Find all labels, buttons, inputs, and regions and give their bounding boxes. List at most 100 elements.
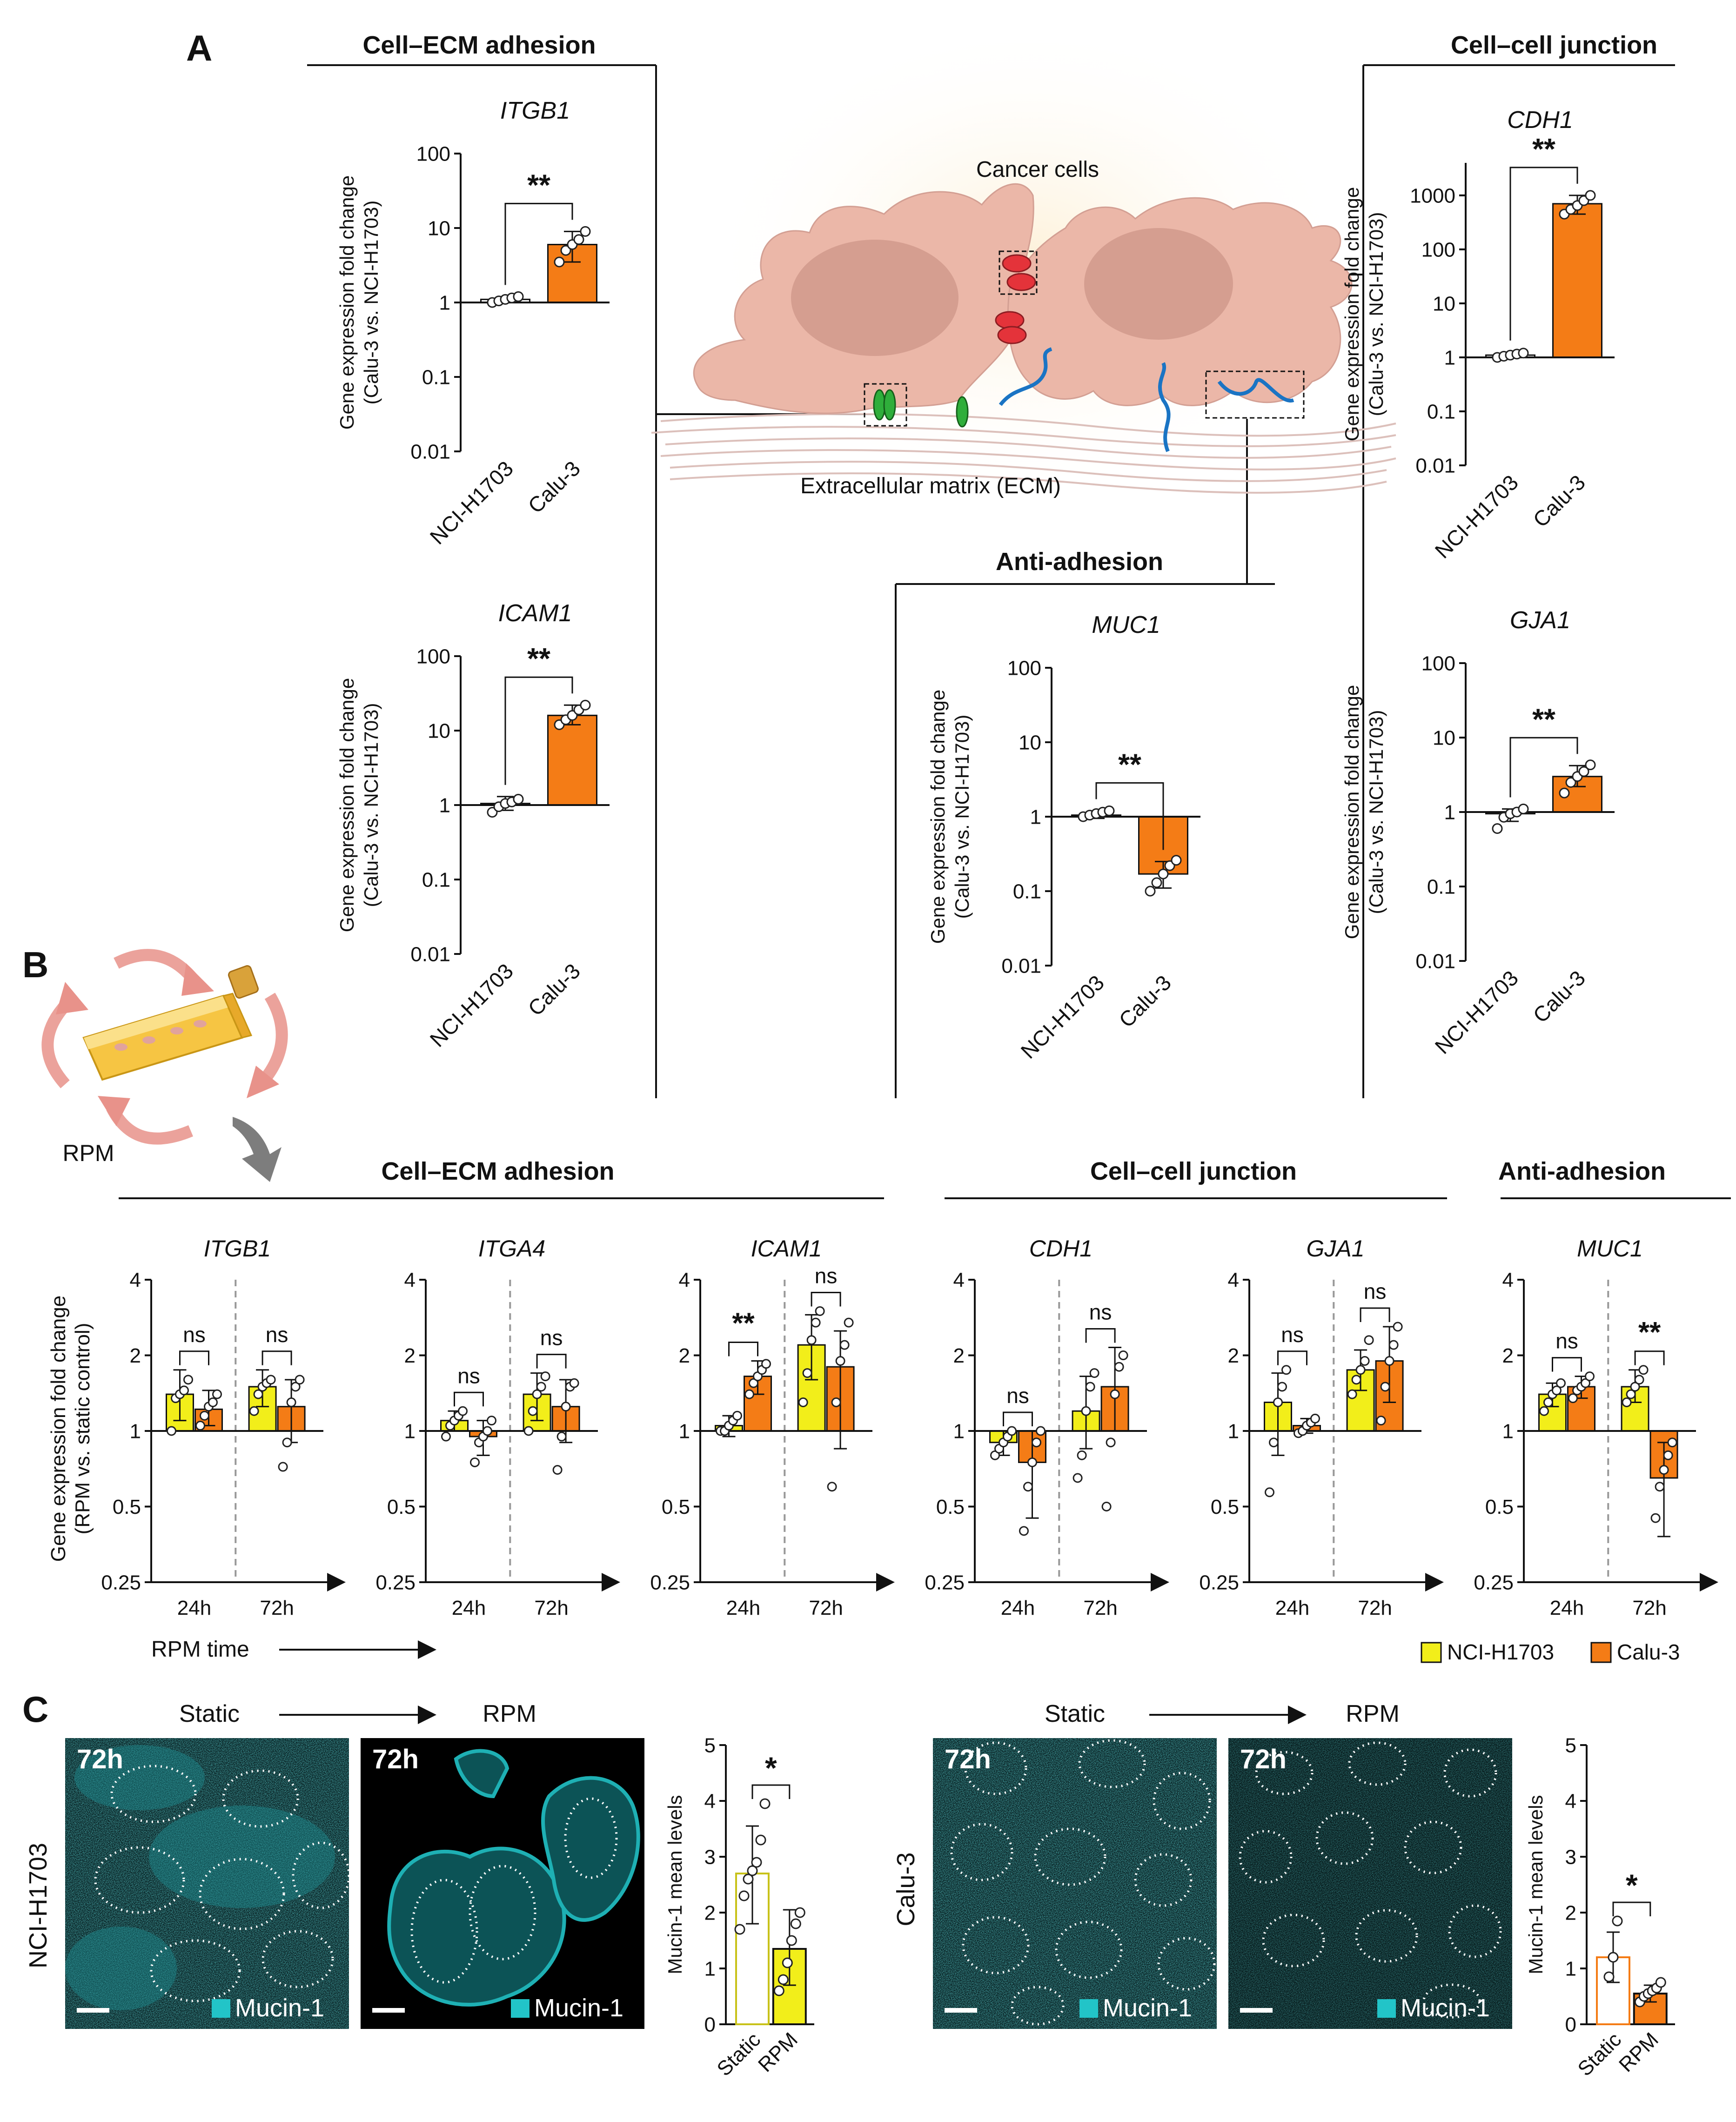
data-point — [1626, 1389, 1636, 1399]
data-point — [569, 1378, 579, 1388]
x-group-label: 24h — [177, 1597, 211, 1619]
significance-bracket — [1277, 1350, 1307, 1365]
y-tick-label: 2 — [1228, 1344, 1239, 1367]
b-anti-title: Anti-adhesion — [1498, 1157, 1666, 1185]
data-point — [278, 1462, 288, 1472]
y-tick-label: 1 — [1502, 1420, 1514, 1443]
data-point — [1007, 1426, 1017, 1436]
y-tick-label: 1 — [1030, 806, 1041, 828]
data-point — [1032, 1437, 1041, 1448]
significance-bracket — [751, 1784, 791, 1799]
data-point — [560, 245, 571, 256]
chart-title: ICAM1 — [751, 1236, 822, 1262]
panel-label-c: C — [22, 1689, 48, 1730]
y-axis-label-text: Mucin-1 mean levels — [1525, 1795, 1547, 1974]
significance-bracket — [1095, 782, 1164, 850]
significance-bracket — [811, 1291, 841, 1307]
data-point — [778, 1974, 789, 1985]
data-point — [1376, 1416, 1386, 1426]
c-left-row-label: NCI-H1703 — [24, 1843, 52, 1968]
chart-a-gja1: GJA1 Gene expression fold change (Calu-3 v… — [1341, 607, 1615, 1059]
data-point — [1393, 1322, 1403, 1332]
data-point — [738, 1890, 750, 1901]
y-tick-label: 0.25 — [1199, 1571, 1239, 1594]
y-tick-label: 2 — [1565, 1901, 1576, 1924]
y-tick-label: 0.1 — [422, 366, 450, 389]
data-point — [806, 1335, 817, 1345]
y-tick-label: 0.5 — [662, 1496, 690, 1518]
data-point — [835, 1356, 845, 1366]
data-point — [1659, 1465, 1669, 1475]
x-tick-label: Static — [1574, 2028, 1626, 2080]
data-point — [1667, 1437, 1677, 1448]
y-axis-label: Gene expression fold change (Calu-3 vs. N… — [927, 690, 973, 944]
data-point — [1655, 1482, 1665, 1492]
micrograph-calu-static-stain: Mucin-1 — [1103, 1994, 1192, 2022]
chart-b-muc1: MUC1 0.25 0.5 1 2 4 ns 24h ** 72h — [1474, 1236, 1718, 1619]
integrin-marks — [873, 389, 969, 428]
data-point — [1114, 1362, 1124, 1372]
rpm-label: RPM — [62, 1140, 114, 1166]
data-point — [200, 1410, 209, 1421]
chart-a-itgb1: ITGB1 Gene expression fold change (Calu-3 … — [336, 97, 610, 549]
data-point — [782, 1957, 793, 1968]
significance-bracket — [1552, 1357, 1582, 1372]
micrograph-calu-static-swatch — [1079, 1999, 1098, 2018]
x-tick-label: NCI-H1703 — [425, 959, 518, 1051]
data-point — [1281, 1365, 1291, 1375]
cadherin-marks — [995, 254, 1036, 344]
data-point — [1310, 1413, 1320, 1424]
micrograph-calu-static-time: 72h — [945, 1744, 991, 1774]
data-point — [1077, 1450, 1087, 1460]
y-tick-label: 100 — [1421, 652, 1455, 675]
data-point — [253, 1389, 263, 1399]
significance-bracket — [1085, 1328, 1116, 1343]
y-tick-label: 100 — [416, 645, 450, 668]
y-axis-label-line: (Calu-3 vs. NCI-H1703) — [1365, 212, 1387, 416]
x-tick-label: Static — [713, 2028, 765, 2080]
data-point — [1019, 1526, 1029, 1536]
significance-label: ns — [1089, 1300, 1112, 1324]
y-tick-label: 5 — [704, 1734, 716, 1757]
data-point — [487, 1416, 496, 1426]
data-point — [1265, 1487, 1274, 1497]
x-group-label: 72h — [1083, 1597, 1117, 1619]
chart-b-itgb1: ITGB1 0.25 0.5 1 2 4 ns 24h ns 72h — [101, 1236, 346, 1619]
significance-bracket — [179, 1350, 209, 1365]
data-point — [1081, 1406, 1091, 1416]
data-point — [513, 291, 524, 302]
data-point — [1556, 1378, 1566, 1388]
y-tick-label: 0 — [1565, 2013, 1576, 2036]
micrograph-calu-rpm-time: 72h — [1240, 1744, 1287, 1774]
y-tick-label: 4 — [404, 1269, 416, 1291]
micrograph-nci-rpm-time: 72h — [372, 1744, 419, 1774]
data-point — [1565, 777, 1576, 788]
data-point — [1036, 1426, 1046, 1436]
data-point — [751, 1857, 762, 1868]
significance-label: ns — [815, 1263, 838, 1288]
significance-label: ns — [183, 1323, 206, 1347]
data-point — [179, 1385, 189, 1396]
data-point — [815, 1306, 825, 1316]
y-tick-label: 1 — [1444, 346, 1455, 369]
significance-bracket — [1509, 737, 1578, 798]
data-point — [249, 1406, 259, 1416]
y-tick-label: 3 — [1565, 1846, 1576, 1868]
data-point — [532, 1389, 542, 1399]
mucin-strands — [999, 347, 1294, 452]
significance-label: ** — [1638, 1316, 1661, 1349]
data-point — [556, 1431, 567, 1442]
chart-a-muc1: MUC1 Gene expression fold change (Calu-3 v… — [927, 611, 1200, 1063]
y-tick-label: 10 — [1433, 726, 1455, 749]
significance-label: ns — [1364, 1279, 1387, 1303]
data-point — [1638, 1365, 1649, 1375]
y-tick-label: 1 — [1228, 1420, 1239, 1443]
y-tick-label: 0.25 — [375, 1571, 416, 1594]
y-tick-label: 0.1 — [422, 868, 450, 891]
significance-bracket — [728, 1342, 758, 1356]
y-tick-label: 4 — [1502, 1269, 1514, 1291]
data-point — [839, 1340, 850, 1350]
micrograph-nci-static-time: 72h — [77, 1744, 123, 1774]
micrograph-calu-rpm-swatch — [1377, 1999, 1396, 2018]
data-point — [1655, 1977, 1666, 1988]
